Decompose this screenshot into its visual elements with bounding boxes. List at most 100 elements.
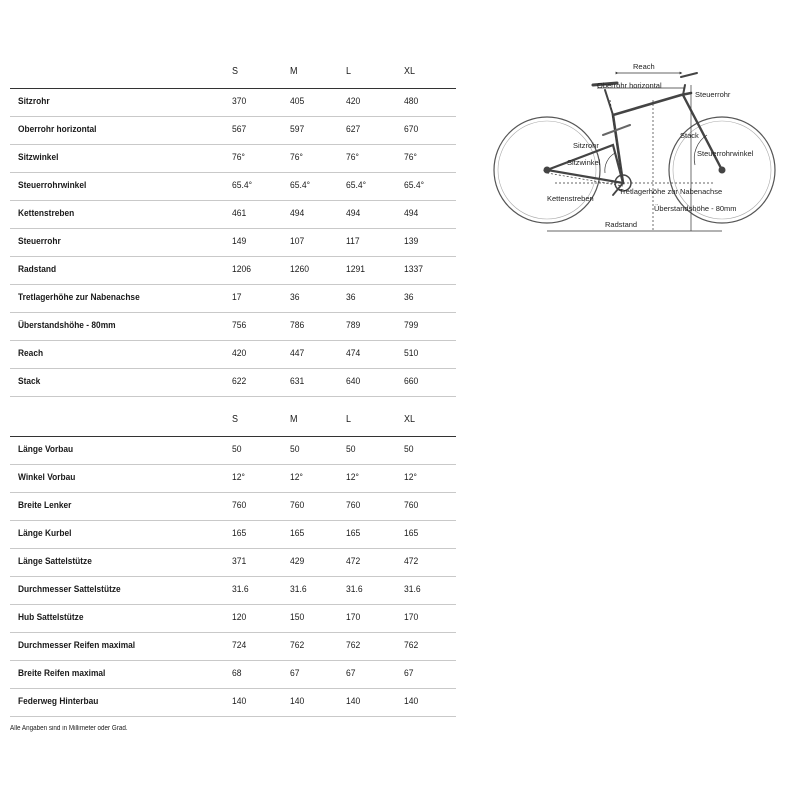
cell-value: 762 <box>290 640 305 651</box>
cell-value: 150 <box>290 612 305 623</box>
cell-value: 660 <box>404 376 419 387</box>
cell-value: 760 <box>404 500 419 511</box>
cell-value: 76° <box>232 152 245 163</box>
cell-value: 597 <box>290 124 305 135</box>
table-row: Federweg Hinterbau 140 140 140 140 <box>10 688 456 717</box>
cell-value: 760 <box>290 500 305 511</box>
cell-value: 139 <box>404 236 419 247</box>
table-row: Breite Reifen maximal 68 67 67 67 <box>10 660 456 689</box>
cell-value: 760 <box>346 500 361 511</box>
label-sitzwinkel: Sitzwinkel <box>567 158 601 167</box>
table-row: Kettenstreben 461 494 494 494 <box>10 200 456 229</box>
table-row: Länge Vorbau 50 50 50 50 <box>10 436 456 465</box>
cell-value: 165 <box>346 528 361 539</box>
cell-value: 494 <box>346 208 361 219</box>
row-label: Breite Reifen maximal <box>18 668 106 679</box>
row-label: Durchmesser Sattelstütze <box>18 584 121 595</box>
cell-value: 799 <box>404 320 419 331</box>
cell-value: 447 <box>290 348 305 359</box>
cell-value: 640 <box>346 376 361 387</box>
cell-value: 756 <box>232 320 247 331</box>
row-label: Durchmesser Reifen maximal <box>18 640 136 651</box>
table-row: Stack 622 631 640 660 <box>10 368 456 397</box>
cell-value: 170 <box>404 612 419 623</box>
size-header: L <box>346 66 352 77</box>
cell-value: 474 <box>346 348 361 359</box>
cell-value: 170 <box>346 612 361 623</box>
cell-value: 36 <box>346 292 356 303</box>
cell-value: 760 <box>232 500 247 511</box>
row-label: Sitzrohr <box>18 96 50 107</box>
cell-value: 480 <box>404 96 419 107</box>
label-kettenstreben: Kettenstreben <box>547 194 594 203</box>
size-header: M <box>290 66 298 77</box>
row-label: Tretlagerhöhe zur Nabenachse <box>18 292 140 303</box>
cell-value: 165 <box>404 528 419 539</box>
row-label: Reach <box>18 348 44 359</box>
cell-value: 50 <box>404 444 414 455</box>
cell-value: 12° <box>346 472 359 483</box>
cell-value: 117 <box>346 236 360 247</box>
row-label: Federweg Hinterbau <box>18 696 99 707</box>
cell-value: 494 <box>404 208 419 219</box>
cell-value: 420 <box>232 348 247 359</box>
cell-value: 67 <box>290 668 300 679</box>
size-header-row: S M L XL <box>10 408 456 437</box>
cell-value: 120 <box>232 612 247 623</box>
cell-value: 461 <box>232 208 247 219</box>
footnote: Alle Angaben sind in Millimeter oder Gra… <box>10 725 128 732</box>
table-row: Durchmesser Sattelstütze 31.6 31.6 31.6 31.6 <box>10 576 456 605</box>
cell-value: 68 <box>232 668 242 679</box>
row-label: Stack <box>18 376 41 387</box>
cell-value: 762 <box>404 640 419 651</box>
cell-value: 1206 <box>232 264 252 275</box>
label-radstand: Radstand <box>605 220 637 229</box>
cell-value: 472 <box>404 556 419 567</box>
cell-value: 631 <box>290 376 305 387</box>
size-header: M <box>290 414 298 425</box>
cell-value: 371 <box>232 556 247 567</box>
table-row: Länge Sattelstütze 371 429 472 472 <box>10 548 456 577</box>
cell-value: 67 <box>404 668 414 679</box>
cell-value: 50 <box>346 444 356 455</box>
table-row: Radstand 1206 1260 1291 1337 <box>10 256 456 285</box>
cell-value: 724 <box>232 640 247 651</box>
cell-value: 65.4° <box>232 180 253 191</box>
cell-value: 140 <box>404 696 419 707</box>
label-reach: Reach <box>633 62 655 71</box>
row-label: Radstand <box>18 264 57 275</box>
table-row: Oberrohr horizontal 567 597 627 670 <box>10 116 456 145</box>
row-label: Länge Sattelstütze <box>18 556 92 567</box>
size-header: S <box>232 66 239 77</box>
row-label: Steuerrohr <box>18 236 61 247</box>
row-label: Winkel Vorbau <box>18 472 76 483</box>
rear-wheel <box>493 116 601 224</box>
cell-value: 405 <box>290 96 305 107</box>
table-row: Sitzwinkel 76° 76° 76° 76° <box>10 144 456 173</box>
row-label: Überstandshöhe - 80mm <box>18 320 116 331</box>
cell-value: 65.4° <box>404 180 425 191</box>
label-steuerrohrwinkel: Steuerrohrwinkel <box>697 149 754 158</box>
table-row: Tretlagerhöhe zur Nabenachse 17 36 36 36 <box>10 284 456 313</box>
cell-value: 165 <box>232 528 247 539</box>
cell-value: 12° <box>290 472 303 483</box>
cell-value: 31.6 <box>404 584 421 595</box>
cell-value: 31.6 <box>290 584 307 595</box>
cell-value: 17 <box>232 292 242 303</box>
cell-value: 420 <box>346 96 361 107</box>
cell-value: 622 <box>232 376 247 387</box>
cell-value: 12° <box>232 472 245 483</box>
label-steuerrohr: Steuerrohr <box>695 90 731 99</box>
cell-value: 762 <box>346 640 361 651</box>
front-wheel <box>668 116 776 224</box>
cell-value: 36 <box>404 292 414 303</box>
label-stack: Stack <box>680 131 699 140</box>
cell-value: 165 <box>290 528 305 539</box>
table-row: Länge Kurbel 165 165 165 165 <box>10 520 456 549</box>
row-label: Breite Lenker <box>18 500 72 511</box>
cell-value: 76° <box>404 152 417 163</box>
table-row: Breite Lenker 760 760 760 760 <box>10 492 456 521</box>
table-row: Hub Sattelstütze 120 150 170 170 <box>10 604 456 633</box>
cell-value: 1260 <box>290 264 310 275</box>
cell-value: 472 <box>346 556 361 567</box>
